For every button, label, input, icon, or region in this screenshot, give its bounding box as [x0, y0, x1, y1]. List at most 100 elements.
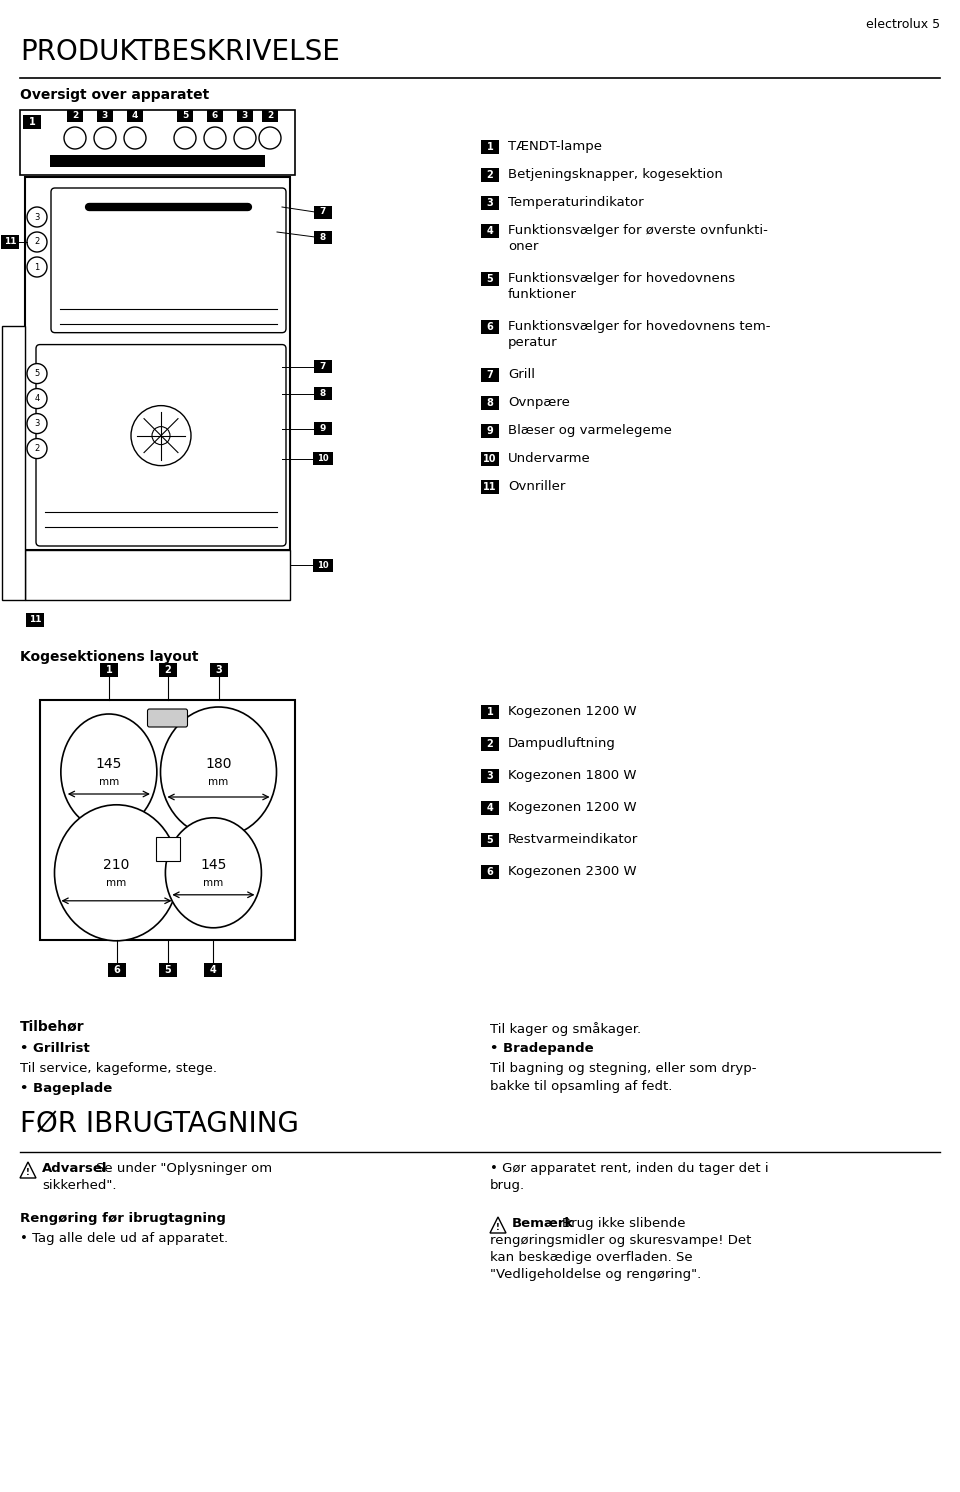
Polygon shape	[20, 1162, 36, 1179]
Text: 11: 11	[483, 482, 496, 492]
Text: Funktionsvælger for hovedovnens: Funktionsvælger for hovedovnens	[508, 272, 735, 285]
Text: 2: 2	[72, 112, 78, 121]
Text: 3: 3	[35, 212, 39, 221]
Text: PRODUKTBESKRIVELSE: PRODUKTBESKRIVELSE	[20, 37, 340, 66]
Text: 6: 6	[212, 112, 218, 121]
Text: Temperaturindikator: Temperaturindikator	[508, 195, 643, 209]
Bar	[481, 169, 499, 182]
Text: Betjeningsknapper, kogesektion: Betjeningsknapper, kogesektion	[508, 169, 723, 181]
Text: funktioner: funktioner	[508, 288, 577, 301]
Bar	[481, 480, 499, 494]
Text: 3: 3	[102, 112, 108, 121]
Text: 2: 2	[164, 665, 171, 674]
Bar	[127, 110, 143, 122]
Ellipse shape	[64, 127, 86, 149]
FancyBboxPatch shape	[51, 188, 286, 333]
Bar	[313, 452, 333, 466]
Ellipse shape	[27, 413, 47, 434]
Bar	[481, 737, 499, 750]
Bar	[158, 962, 177, 977]
Text: 2: 2	[487, 739, 493, 749]
Text: 1: 1	[106, 665, 112, 674]
Ellipse shape	[152, 427, 170, 445]
Bar	[481, 272, 499, 286]
Ellipse shape	[174, 127, 196, 149]
Text: 1: 1	[487, 707, 493, 718]
Text: 210: 210	[104, 858, 130, 871]
Text: !: !	[26, 1168, 30, 1177]
Bar	[314, 206, 332, 218]
Text: 3: 3	[487, 771, 493, 780]
Text: 6: 6	[487, 867, 493, 877]
Ellipse shape	[259, 127, 281, 149]
Bar	[313, 558, 333, 571]
Bar	[97, 110, 113, 122]
Text: Undervarme: Undervarme	[508, 452, 590, 466]
Text: Se under "Oplysninger om: Se under "Oplysninger om	[96, 1162, 272, 1176]
Text: Kogezonen 1200 W: Kogezonen 1200 W	[508, 801, 636, 815]
Text: 11: 11	[29, 616, 41, 625]
Text: 1: 1	[29, 116, 36, 127]
Text: 7: 7	[320, 363, 326, 372]
Text: 4: 4	[35, 394, 39, 403]
Text: Til kager og småkager.: Til kager og småkager.	[490, 1022, 641, 1035]
Text: 3: 3	[487, 198, 493, 207]
Ellipse shape	[94, 127, 116, 149]
Text: • ​Bradepande: • ​Bradepande	[490, 1041, 593, 1055]
Ellipse shape	[27, 364, 47, 383]
Text: 145: 145	[201, 858, 227, 871]
Text: Kogezonen 1800 W: Kogezonen 1800 W	[508, 768, 636, 782]
Bar	[1, 236, 19, 249]
Text: 6: 6	[113, 965, 120, 974]
Text: Til bagning og stegning, eller som dryp-: Til bagning og stegning, eller som dryp-	[490, 1062, 756, 1076]
Text: 7: 7	[320, 207, 326, 216]
Text: 10: 10	[317, 454, 329, 463]
Text: mm: mm	[204, 877, 224, 888]
Text: • Tag alle dele ud af apparatet.: • Tag alle dele ud af apparatet.	[20, 1232, 228, 1244]
Ellipse shape	[165, 818, 261, 928]
Text: 4: 4	[487, 803, 493, 813]
Ellipse shape	[160, 707, 276, 837]
Text: 11: 11	[4, 237, 16, 246]
Bar	[26, 613, 44, 627]
Bar	[481, 319, 499, 334]
Text: kan beskædige overfladen. Se: kan beskædige overfladen. Se	[490, 1250, 692, 1264]
Text: "Vedligeholdelse og rengøring".: "Vedligeholdelse og rengøring".	[490, 1268, 701, 1282]
Text: Dampudluftning: Dampudluftning	[508, 737, 616, 750]
Bar	[262, 110, 278, 122]
Bar	[481, 195, 499, 210]
Text: 5: 5	[35, 369, 39, 377]
Text: Til service, kageforme, stege.: Til service, kageforme, stege.	[20, 1062, 217, 1076]
FancyBboxPatch shape	[36, 345, 286, 546]
Text: Brug ikke slibende: Brug ikke slibende	[562, 1217, 685, 1229]
Text: 4: 4	[487, 225, 493, 236]
Text: 180: 180	[205, 756, 231, 771]
Bar	[23, 115, 41, 128]
Ellipse shape	[204, 127, 226, 149]
Text: 5: 5	[181, 112, 188, 121]
Bar	[481, 140, 499, 154]
Text: 7: 7	[487, 370, 493, 380]
Text: 8: 8	[487, 398, 493, 407]
Text: 2: 2	[487, 170, 493, 181]
Bar	[481, 833, 499, 847]
Text: 3: 3	[215, 665, 222, 674]
Text: 4: 4	[210, 965, 217, 974]
Text: FØR IBRUGTAGNING: FØR IBRUGTAGNING	[20, 1110, 299, 1138]
Bar	[177, 110, 193, 122]
Text: Kogezonen 1200 W: Kogezonen 1200 W	[508, 706, 636, 718]
Bar	[156, 837, 180, 861]
Text: Kogezonen 2300 W: Kogezonen 2300 W	[508, 865, 636, 877]
Bar	[209, 662, 228, 677]
Text: Blæser og varmelegeme: Blæser og varmelegeme	[508, 424, 672, 437]
Text: !: !	[496, 1223, 500, 1232]
Bar	[158, 662, 177, 677]
Bar	[67, 110, 83, 122]
Text: rengøringsmidler og skuresvampe! Det: rengøringsmidler og skuresvampe! Det	[490, 1234, 752, 1247]
Text: TÆNDT-lampe: TÆNDT-lampe	[508, 140, 602, 154]
Text: 5: 5	[164, 965, 171, 974]
Bar	[314, 422, 332, 436]
Bar	[481, 768, 499, 783]
Ellipse shape	[60, 715, 156, 830]
Text: • Gør apparatet rent, inden du tager det i: • Gør apparatet rent, inden du tager det…	[490, 1162, 769, 1176]
